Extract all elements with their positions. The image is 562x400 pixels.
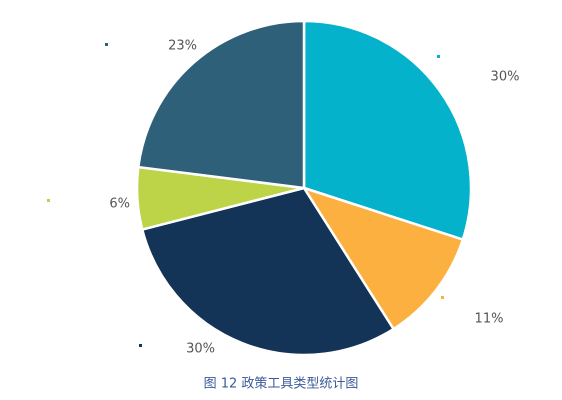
- label-dot: [441, 296, 444, 299]
- pie-slice: [140, 186, 396, 357]
- chart-caption: 图 12 政策工具类型统计图: [204, 376, 359, 392]
- label-dot: [437, 55, 440, 58]
- value-label: 11%: [475, 312, 504, 327]
- label-dot: [139, 344, 142, 347]
- value-label: 30%: [491, 70, 520, 85]
- label-dot: [47, 199, 50, 202]
- pie-slice: [136, 19, 306, 190]
- label-dot: [105, 43, 108, 46]
- value-label: 6%: [109, 197, 130, 212]
- value-label: 30%: [186, 342, 215, 357]
- value-label: 23%: [168, 39, 197, 54]
- pie-slice: [302, 19, 473, 242]
- pie-slice: [301, 185, 465, 331]
